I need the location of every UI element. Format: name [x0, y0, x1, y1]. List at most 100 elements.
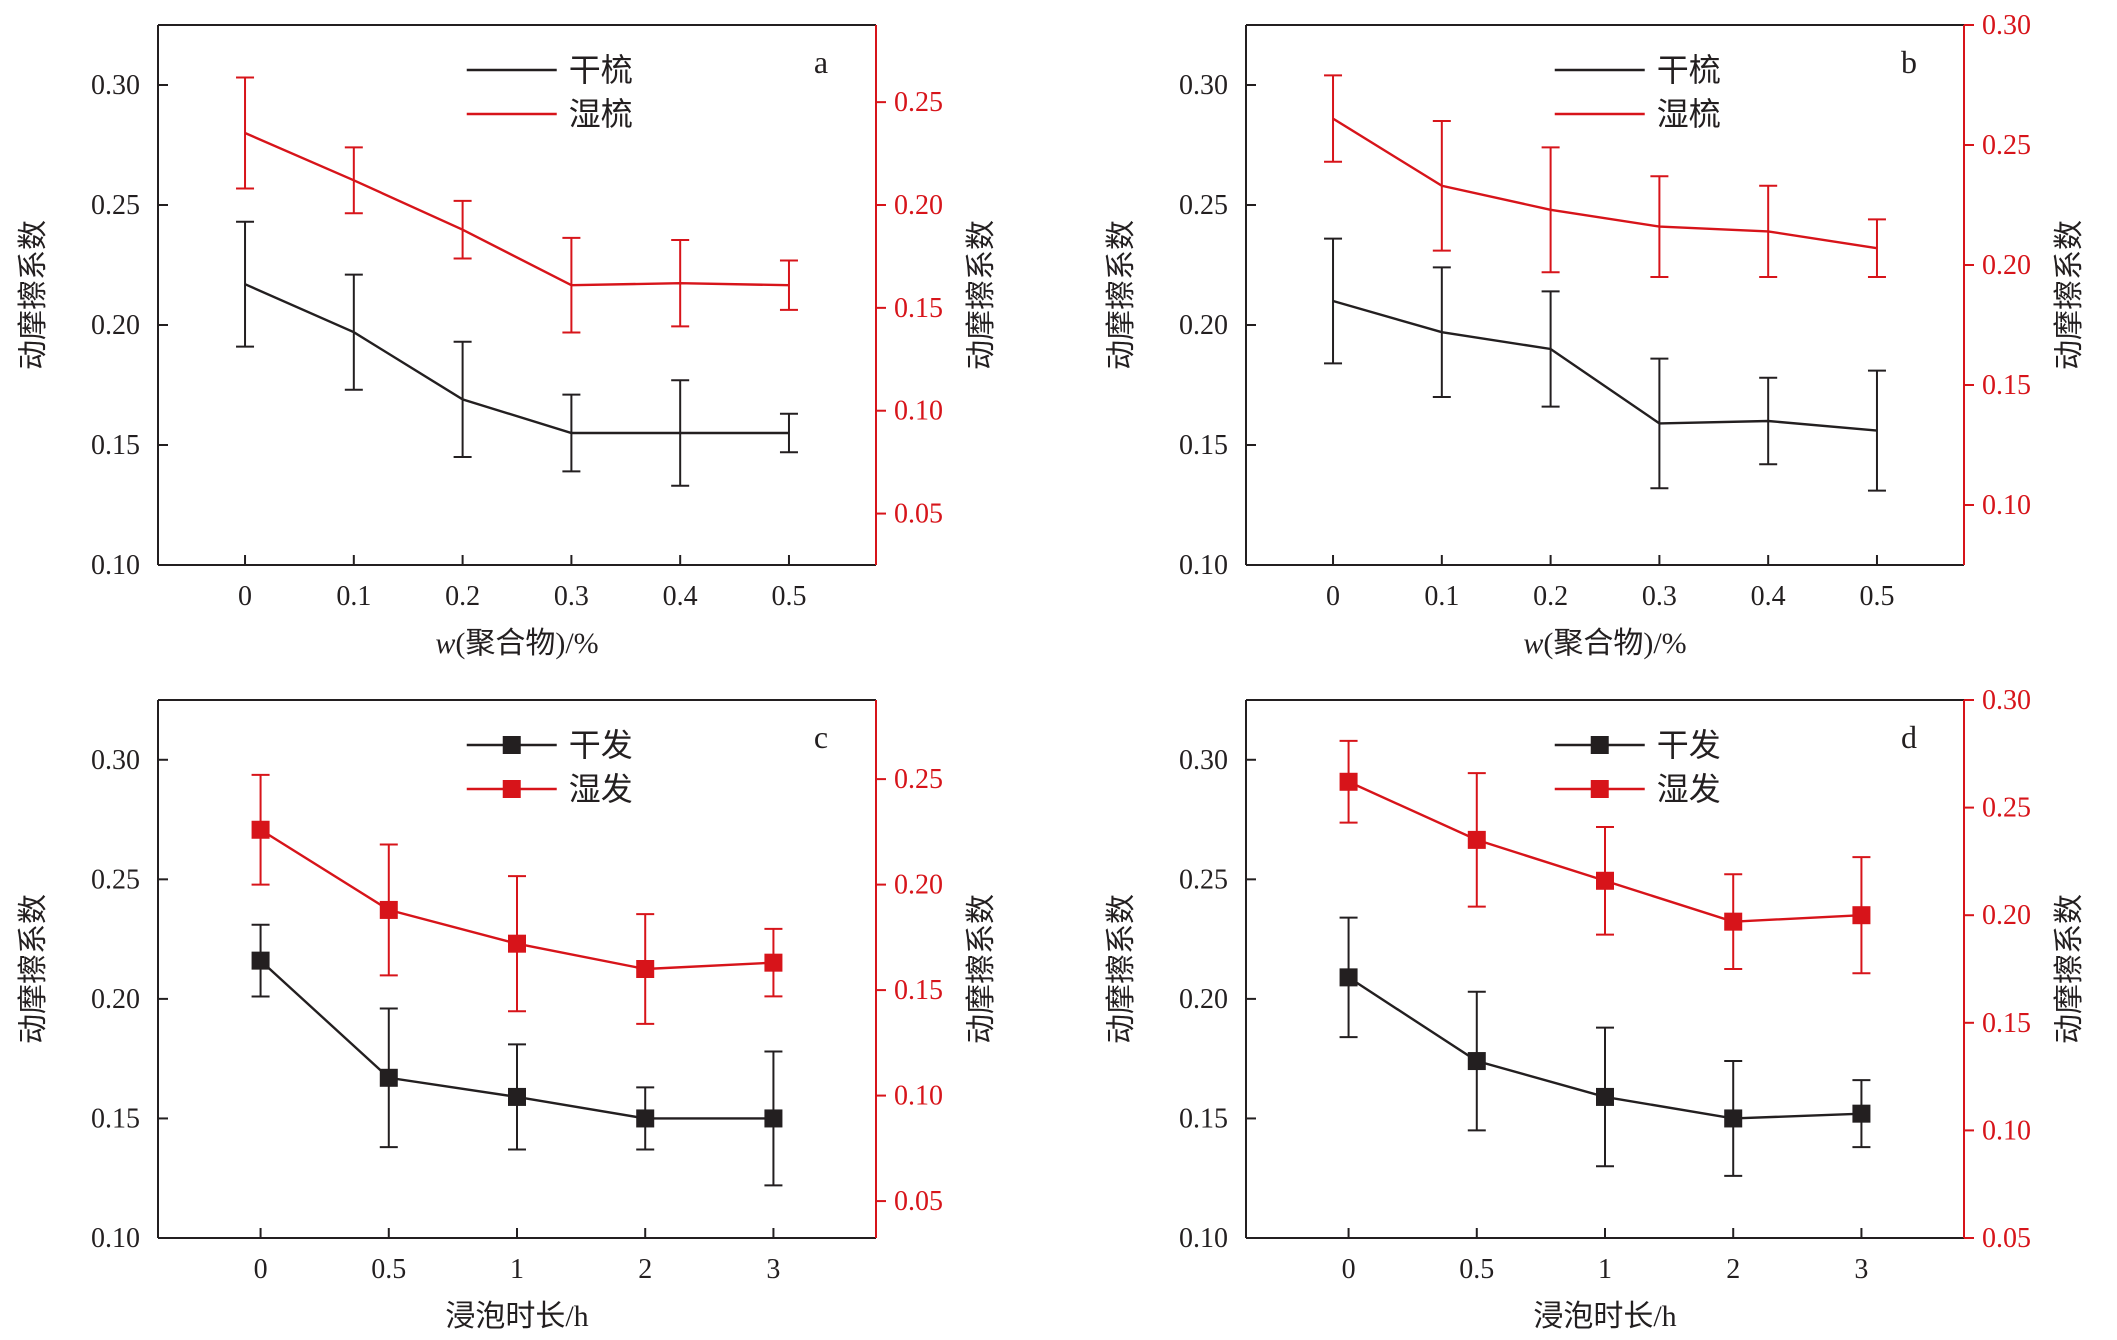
left-tick-label: 0.10	[91, 550, 140, 581]
x-tick-label: 3	[1854, 1254, 1868, 1285]
series-dry	[1324, 237, 1886, 492]
series-wet	[1324, 74, 1886, 278]
left-tick-label: 0.30	[1179, 745, 1228, 776]
x-tick-label: 0	[238, 581, 252, 612]
right-tick-label: 0.05	[894, 499, 943, 530]
x-tick-label: 0.2	[445, 581, 480, 612]
x-axis-label: 浸泡时长/h	[445, 1300, 588, 1333]
x-tick-label: 0.1	[1424, 581, 1459, 612]
data-point	[1596, 871, 1614, 890]
right-tick-label: 0.15	[894, 293, 943, 324]
data-point	[764, 953, 783, 972]
legend-marker	[502, 736, 521, 754]
data-point	[1339, 968, 1358, 987]
right-tick-label: 0.20	[1982, 250, 2031, 281]
left-tick-label: 0.30	[1179, 70, 1228, 101]
y-axis-label-left: 动摩擦系数	[1105, 894, 1138, 1044]
right-tick-label: 0.20	[894, 190, 943, 221]
left-tick-label: 0.15	[1179, 1103, 1228, 1134]
x-tick-label: 0.5	[1459, 1254, 1494, 1285]
x-tick-label: 0.5	[371, 1254, 406, 1285]
x-tick-label: 0.1	[336, 581, 371, 612]
left-tick-label: 0.15	[91, 430, 140, 461]
x-tick-label: 0.4	[663, 581, 698, 612]
data-point	[251, 820, 270, 839]
right-tick-label: 0.20	[894, 870, 943, 901]
data-point	[636, 1109, 655, 1128]
data-point	[1339, 772, 1358, 791]
x-tick-label: 0.3	[1642, 581, 1677, 612]
x-tick-label: 0.3	[554, 581, 589, 612]
right-tick-label: 0.25	[1982, 793, 2031, 824]
left-tick-label: 0.15	[1179, 430, 1228, 461]
series-wet	[1339, 739, 1871, 975]
left-tick-label: 0.10	[1179, 1223, 1228, 1254]
legend-marker	[1590, 736, 1609, 754]
legend-label: 湿发	[569, 771, 633, 807]
y-axis-label-left: 动摩擦系数	[17, 220, 50, 370]
left-tick-label: 0.25	[91, 864, 140, 895]
x-tick-label: 0.4	[1751, 581, 1786, 612]
panel-label: a	[814, 44, 828, 80]
legend-label: 干梳	[1657, 52, 1721, 88]
left-tick-label: 0.15	[91, 1103, 140, 1134]
right-tick-label: 0.20	[1982, 900, 2031, 931]
series-dry	[251, 923, 783, 1187]
data-point	[764, 1109, 783, 1128]
data-point	[1467, 1052, 1486, 1071]
data-point	[379, 900, 398, 919]
legend-label: 湿梳	[1657, 96, 1721, 132]
left-tick-label: 0.20	[91, 310, 140, 341]
data-point	[1724, 1109, 1743, 1128]
right-tick-label: 0.10	[894, 396, 943, 427]
right-tick-label: 0.25	[894, 764, 943, 795]
legend-label: 干梳	[569, 52, 633, 88]
y-axis-label-right: 动摩擦系数	[2053, 894, 2086, 1044]
right-tick-label: 0.25	[1982, 130, 2031, 161]
data-point	[1596, 1087, 1614, 1106]
x-tick-label: 0.5	[1859, 581, 1894, 612]
right-tick-label: 0.10	[1982, 1115, 2031, 1146]
x-tick-label: 3	[766, 1254, 780, 1285]
data-point	[1852, 906, 1871, 925]
x-tick-label: 0.2	[1533, 581, 1568, 612]
data-point	[1467, 830, 1486, 849]
right-tick-label: 0.10	[1982, 490, 2031, 521]
left-tick-label: 0.10	[1179, 550, 1228, 581]
x-axis-label-text: (聚合物)/%	[455, 627, 598, 660]
chart-panel-a: 0.100.150.200.250.300.050.100.150.200.25…	[17, 24, 998, 660]
x-tick-label: 0	[1342, 1254, 1356, 1285]
chart-panel-d: 0.10 0.15 0.20 0.25 0.30 0.05 0.10 0.15 0.20 0.25…	[1105, 685, 2086, 1333]
right-tick-label: 0.25	[894, 87, 943, 118]
legend-label: 干发	[1657, 727, 1721, 763]
right-tick-label: 0.30	[1982, 10, 2031, 41]
chart-panel-b: 0.100.150.200.250.300.100.150.200.250.30…	[1105, 10, 2086, 660]
panel-label: b	[1901, 44, 1917, 80]
series-dry	[1339, 916, 1871, 1177]
series-line	[244, 131, 789, 287]
panel-label: d	[1901, 719, 1917, 755]
data-point	[636, 960, 655, 978]
series-wet	[251, 773, 783, 1025]
data-point	[508, 1087, 526, 1106]
y-axis-label-right: 动摩擦系数	[965, 894, 998, 1044]
left-tick-label: 0.25	[91, 190, 140, 221]
right-tick-label: 0.15	[1982, 370, 2031, 401]
legend-label: 湿发	[1657, 771, 1721, 807]
right-tick-label: 0.05	[1982, 1223, 2031, 1254]
series-dry	[236, 220, 798, 487]
series-line	[1332, 117, 1878, 250]
y-axis-label-left: 动摩擦系数	[17, 894, 50, 1044]
left-tick-label: 0.30	[91, 70, 140, 101]
x-tick-label: 0.5	[771, 581, 806, 612]
left-tick-label: 0.20	[1179, 310, 1228, 341]
x-axis-label-text: 浸泡时长/h	[445, 1300, 588, 1333]
chart-panel-c: 0.10 0.15 0.20 0.25 0.30 0.05 0.10 0.15 0.20 0.25…	[17, 699, 998, 1333]
x-tick-label: 1	[510, 1254, 524, 1285]
x-tick-label: 0	[254, 1254, 268, 1285]
left-tick-label: 0.25	[1179, 864, 1228, 895]
right-tick-label: 0.15	[894, 975, 943, 1006]
y-axis-label-right: 动摩擦系数	[965, 220, 998, 370]
